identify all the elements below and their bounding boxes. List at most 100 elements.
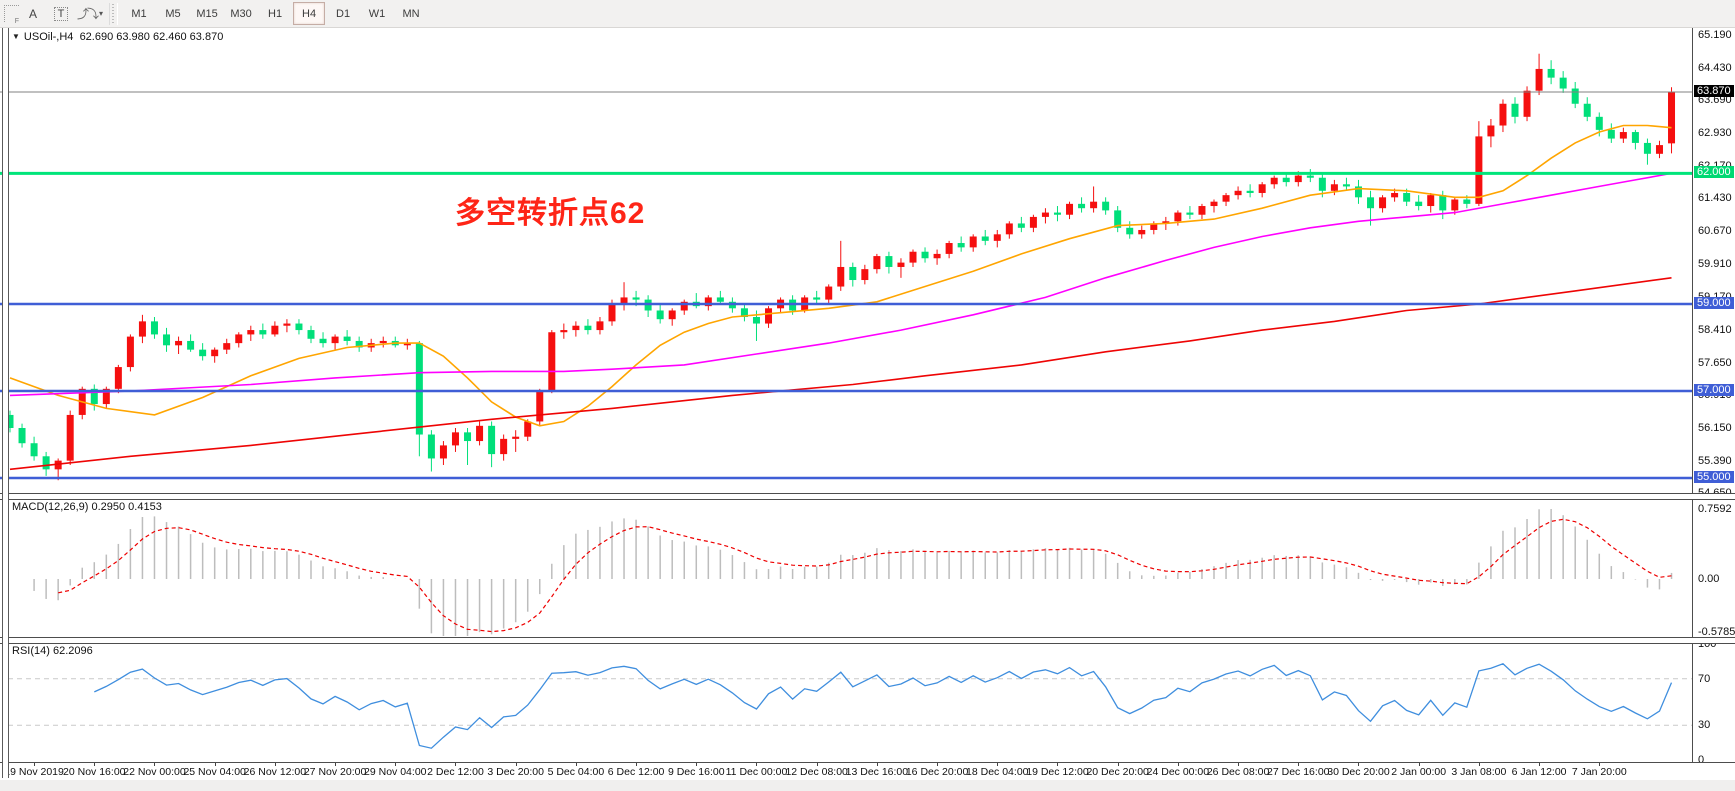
chart-ohlc-values: 62.690 63.980 62.460 63.870 bbox=[79, 31, 224, 43]
time-axis-tick bbox=[1298, 763, 1300, 766]
price-panel bbox=[0, 28, 1692, 494]
timeframe-d1-button[interactable]: D1 bbox=[336, 7, 351, 20]
time-axis-tick bbox=[395, 763, 397, 766]
price-axis-label: 62.930 bbox=[1698, 126, 1732, 139]
timeframe-h1-button[interactable]: H1 bbox=[268, 7, 283, 20]
textbox-tool-button[interactable]: T bbox=[48, 2, 74, 25]
time-axis-tick bbox=[214, 763, 216, 766]
chart-left-border bbox=[2, 28, 9, 778]
timeframe-m5-button[interactable]: M5 bbox=[165, 7, 181, 20]
timeframe-h4-button[interactable]: H4 bbox=[293, 2, 326, 25]
time-axis-tick bbox=[1238, 763, 1240, 766]
time-axis-label: 5 Dec 04:00 bbox=[547, 766, 605, 778]
price-chart[interactable] bbox=[0, 28, 1692, 494]
time-axis-tick bbox=[154, 763, 156, 766]
time-axis-tick bbox=[1358, 763, 1360, 766]
time-axis-tick bbox=[1177, 763, 1179, 766]
time-axis-label: 2 Dec 12:00 bbox=[427, 766, 484, 778]
time-axis-tick bbox=[335, 763, 337, 766]
timeframe-mn-button[interactable]: MN bbox=[402, 7, 420, 20]
chevron-down-icon: ▾ bbox=[99, 9, 104, 18]
price-axis-label: 60.670 bbox=[1698, 225, 1732, 238]
time-axis-tick bbox=[876, 763, 878, 766]
macd-axis-label: 0.7592 bbox=[1698, 503, 1732, 515]
rsi-label: RSI(14) 62.2096 bbox=[12, 645, 93, 657]
time-axis-label: 6 Jan 12:00 bbox=[1511, 766, 1567, 778]
macd-chart[interactable] bbox=[0, 498, 1692, 638]
time-axis-label: 27 Nov 20:00 bbox=[303, 766, 367, 778]
textbox-tool-icon: T bbox=[53, 6, 69, 21]
time-axis-tick bbox=[1418, 763, 1420, 766]
price-axis-label: 56.150 bbox=[1698, 421, 1732, 434]
price-axis-label: 55.390 bbox=[1698, 455, 1732, 468]
time-axis-tick bbox=[756, 763, 758, 766]
time-axis-tick bbox=[94, 763, 96, 766]
time-axis-label: 18 Dec 04:00 bbox=[966, 766, 1029, 778]
rsi-chart[interactable] bbox=[0, 642, 1692, 762]
price-axis[interactable]: 65.19064.43063.69062.93062.17061.43060.6… bbox=[1692, 28, 1735, 766]
price-badge-63.870: 63.870 bbox=[1694, 85, 1734, 97]
price-axis-label: 64.430 bbox=[1698, 61, 1732, 74]
time-axis-label: 29 Nov 04:00 bbox=[364, 766, 427, 778]
toolbar-grip-icon[interactable] bbox=[4, 5, 19, 25]
time-axis-tick bbox=[455, 763, 457, 766]
collapse-triangle-icon[interactable]: ▼ bbox=[12, 32, 20, 41]
window-bottom-strip bbox=[0, 779, 1735, 791]
time-axis-tick bbox=[34, 763, 36, 766]
rsi-panel bbox=[0, 642, 1692, 762]
time-axis-tick bbox=[1057, 763, 1059, 766]
price-badge-55.000: 55.000 bbox=[1694, 471, 1734, 484]
macd-axis-label: 0.00 bbox=[1698, 573, 1720, 585]
panel-splitter-macd[interactable] bbox=[0, 493, 1735, 500]
time-axis-label: 26 Dec 08:00 bbox=[1206, 766, 1270, 778]
arrows-icon: ⤴⤵ bbox=[77, 7, 99, 21]
panel-splitter-rsi[interactable] bbox=[0, 637, 1735, 644]
macd-panel bbox=[0, 498, 1692, 638]
time-axis-label: 20 Nov 16:00 bbox=[63, 766, 126, 778]
time-axis-label: 24 Dec 00:00 bbox=[1146, 766, 1210, 778]
timeframe-m30-button[interactable]: M30 bbox=[230, 7, 252, 20]
rsi-axis-label: 30 bbox=[1698, 719, 1711, 732]
time-axis-tick bbox=[1478, 763, 1480, 766]
price-axis-label: 58.410 bbox=[1698, 323, 1732, 336]
timeframe-m1-button[interactable]: M1 bbox=[131, 7, 147, 20]
time-axis-label: 16 Dec 20:00 bbox=[905, 766, 969, 778]
time-axis-tick bbox=[1539, 763, 1541, 766]
macd-label: MACD(12,26,9) 0.2950 0.4153 bbox=[12, 501, 162, 513]
time-axis-tick bbox=[515, 763, 517, 766]
time-axis[interactable]: 19 Nov 2019 20 Nov 16:00 22 Nov 00:00 25 No… bbox=[0, 762, 1735, 780]
rsi-axis-label: 70 bbox=[1698, 672, 1711, 685]
time-axis-label: 3 Jan 08:00 bbox=[1451, 766, 1507, 778]
time-axis-label: 6 Dec 12:00 bbox=[607, 766, 665, 778]
price-axis-label: 65.190 bbox=[1698, 28, 1732, 41]
time-axis-label: 9 Dec 16:00 bbox=[667, 766, 725, 778]
toolbar: A T ⤴⤵ ▾ M1 M5 M15 M30 H1 H4 D1 W1 MN bbox=[0, 0, 1735, 28]
time-axis-label: 13 Dec 16:00 bbox=[845, 766, 909, 778]
time-axis-label: 7 Jan 20:00 bbox=[1571, 766, 1627, 778]
timeframe-w1-button[interactable]: W1 bbox=[368, 7, 386, 20]
time-axis-tick bbox=[636, 763, 638, 766]
price-axis-label: 61.430 bbox=[1698, 192, 1732, 205]
price-badge-57.000: 57.000 bbox=[1694, 383, 1734, 396]
time-axis-tick bbox=[937, 763, 939, 766]
time-axis-label: 12 Dec 08:00 bbox=[785, 766, 848, 778]
time-axis-label: 19 Nov 2019 bbox=[4, 766, 64, 778]
timeframe-m15-button[interactable]: M15 bbox=[196, 7, 218, 20]
price-axis-label: 59.910 bbox=[1698, 258, 1732, 271]
time-axis-tick bbox=[575, 763, 577, 766]
chart-title: ▼ USOil-,H4 62.690 63.980 62.460 63.870 bbox=[12, 31, 223, 43]
time-axis-label: 22 Nov 00:00 bbox=[123, 766, 186, 778]
price-badge-62.000: 62.000 bbox=[1694, 166, 1734, 179]
time-axis-tick bbox=[1599, 763, 1601, 766]
price-badge-59.000: 59.000 bbox=[1694, 296, 1734, 309]
text-label-tool-icon: A bbox=[28, 6, 37, 21]
time-axis-label: 20 Dec 20:00 bbox=[1086, 766, 1149, 778]
time-axis-tick bbox=[997, 763, 999, 766]
time-axis-tick bbox=[696, 763, 698, 766]
cursor-tool-button[interactable]: ⤴⤵ ▾ bbox=[76, 2, 104, 25]
text-label-tool-button[interactable]: A bbox=[20, 2, 46, 25]
price-axis-label: 57.650 bbox=[1698, 356, 1732, 369]
chart-annotation-text[interactable]: 多空转折点62 bbox=[455, 197, 646, 230]
time-axis-label: 2 Jan 00:00 bbox=[1391, 766, 1447, 778]
time-axis-label: 25 Nov 04:00 bbox=[183, 766, 246, 778]
